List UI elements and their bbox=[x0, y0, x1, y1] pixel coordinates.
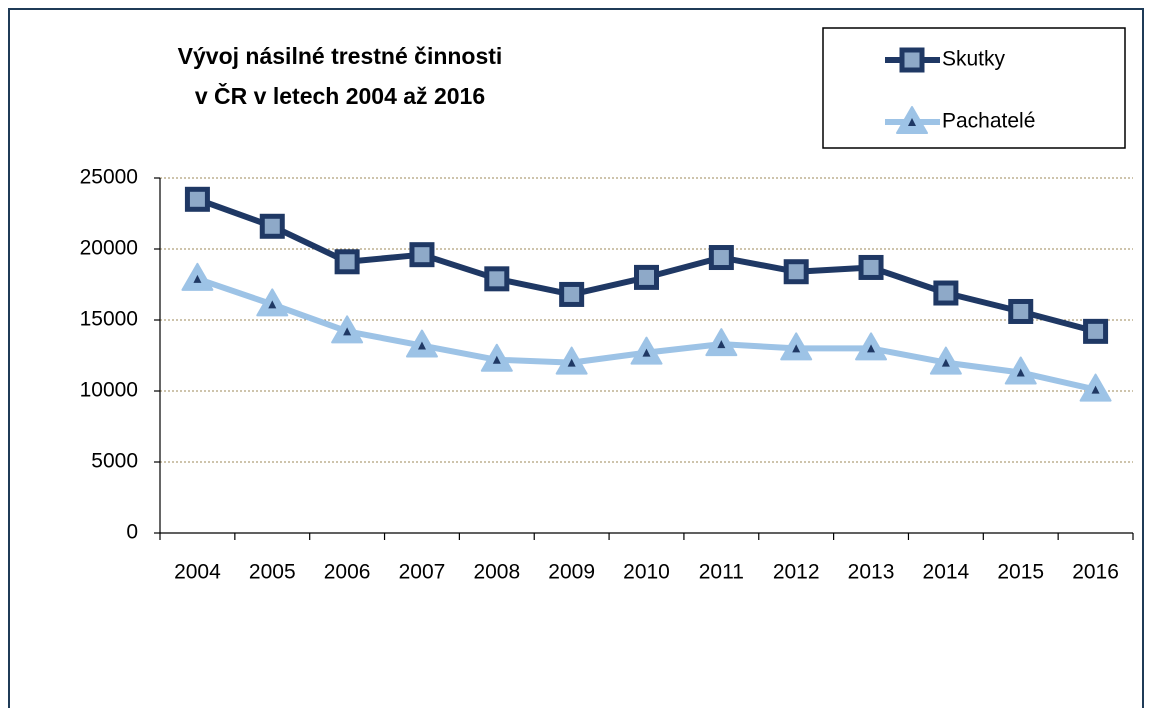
marker-core bbox=[717, 340, 726, 349]
x-tick-label: 2007 bbox=[399, 561, 446, 584]
legend-label: Pachatelé bbox=[942, 110, 1035, 133]
marker bbox=[933, 280, 959, 306]
x-tick-label: 2015 bbox=[997, 561, 1044, 584]
marker-core bbox=[1016, 368, 1025, 377]
y-tick-label: 15000 bbox=[80, 308, 138, 331]
marker bbox=[259, 213, 285, 239]
marker-core bbox=[792, 344, 801, 353]
y-tick-label: 25000 bbox=[80, 166, 138, 189]
chart-frame bbox=[8, 8, 1144, 708]
marker bbox=[184, 186, 210, 212]
marker-core bbox=[193, 274, 202, 283]
x-tick-label: 2006 bbox=[324, 561, 371, 584]
y-tick-label: 0 bbox=[126, 521, 138, 544]
x-tick-label: 2005 bbox=[249, 561, 296, 584]
marker-core bbox=[908, 118, 916, 126]
legend-label: Skutky bbox=[942, 48, 1006, 71]
marker-core bbox=[642, 348, 651, 357]
marker bbox=[708, 245, 734, 271]
marker bbox=[334, 249, 360, 275]
marker bbox=[634, 264, 659, 290]
marker-core bbox=[417, 341, 426, 350]
marker-core bbox=[867, 344, 876, 353]
marker-core bbox=[492, 355, 501, 364]
x-tick-label: 2004 bbox=[174, 561, 221, 584]
x-tick-label: 2011 bbox=[699, 561, 744, 584]
marker bbox=[899, 47, 925, 73]
marker bbox=[858, 254, 884, 280]
marker-core bbox=[268, 300, 277, 309]
marker bbox=[1083, 318, 1109, 344]
y-tick-label: 20000 bbox=[80, 237, 138, 260]
page: {"chart_data": {"type": "line", "title":… bbox=[8, 8, 1144, 708]
marker bbox=[783, 259, 809, 285]
legend-box bbox=[822, 27, 1126, 149]
y-tick-label: 10000 bbox=[80, 379, 138, 402]
marker-core bbox=[1091, 385, 1100, 394]
x-tick-label: 2012 bbox=[773, 561, 820, 584]
chart-title: Vývoj násilné trestné činnosti v ČR v le… bbox=[177, 43, 503, 109]
x-tick-label: 2010 bbox=[623, 561, 670, 584]
marker bbox=[1008, 298, 1034, 324]
x-tick-label: 2014 bbox=[923, 561, 970, 584]
marker-core bbox=[343, 327, 352, 336]
x-tick-label: 2013 bbox=[848, 561, 895, 584]
y-tick-label: 5000 bbox=[91, 450, 138, 473]
marker bbox=[409, 242, 435, 268]
marker-core bbox=[941, 358, 950, 367]
marker-core bbox=[567, 358, 576, 367]
x-tick-label: 2009 bbox=[548, 561, 595, 584]
marker bbox=[559, 281, 585, 307]
x-tick-label: 2008 bbox=[473, 561, 520, 584]
marker bbox=[484, 266, 510, 292]
chart: 0 5000 10000 15000 20000 25000 2004 2005 2006 200… bbox=[80, 27, 1134, 584]
x-tick-label: 2016 bbox=[1072, 561, 1119, 584]
